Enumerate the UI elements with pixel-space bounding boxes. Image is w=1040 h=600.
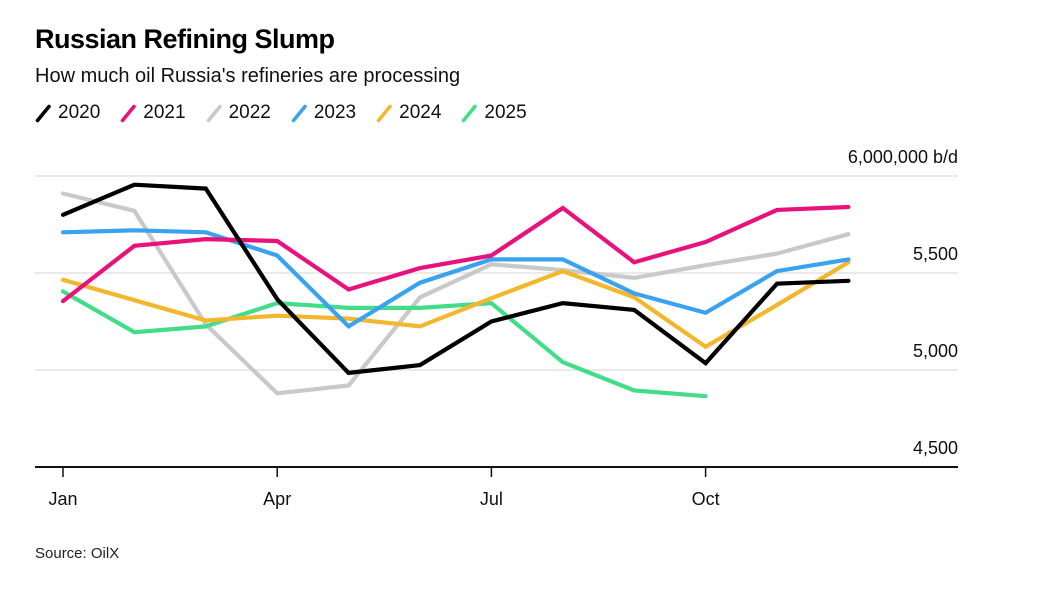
legend: 2020 2021 2022 2023 2024 2025 bbox=[35, 102, 547, 124]
legend-swatch-icon bbox=[35, 104, 51, 122]
chart-header: Russian Refining Slump How much oil Russ… bbox=[35, 24, 547, 124]
legend-label: 2022 bbox=[228, 102, 271, 123]
legend-swatch-icon bbox=[206, 104, 222, 122]
legend-label: 2023 bbox=[313, 102, 357, 123]
legend-item-2024: 2024 bbox=[376, 102, 441, 124]
chart-subtitle: How much oil Russia's refineries are pro… bbox=[35, 65, 461, 87]
series-line-2020 bbox=[60, 182, 851, 376]
legend-swatch-icon bbox=[120, 104, 137, 122]
y-axis-label: 4,500 bbox=[912, 438, 958, 458]
series-line-2021 bbox=[60, 204, 851, 304]
y-axis-label: 5,000 bbox=[912, 341, 958, 361]
legend-item-2021: 2021 bbox=[120, 102, 186, 124]
legend-swatch-icon bbox=[462, 104, 478, 122]
legend-swatch-icon bbox=[291, 104, 307, 122]
x-axis-label: Apr bbox=[263, 489, 292, 509]
legend-label: 2025 bbox=[484, 102, 527, 123]
x-axis-label: Oct bbox=[691, 489, 720, 509]
chart-title: Russian Refining Slump bbox=[35, 24, 335, 54]
source-note: Source: OilX bbox=[35, 545, 120, 562]
y-axis-label: 6,000,000 b/d bbox=[847, 147, 958, 167]
x-axis-label: Jul bbox=[479, 489, 503, 509]
legend-label: 2021 bbox=[143, 102, 186, 123]
x-axis-label: Jan bbox=[48, 489, 78, 509]
legend-label: 2024 bbox=[399, 102, 442, 123]
legend-item-2025: 2025 bbox=[461, 102, 527, 124]
legend-item-2023: 2023 bbox=[291, 102, 356, 124]
series-line-2025 bbox=[60, 289, 708, 399]
y-axis-label: 5,500 bbox=[912, 244, 958, 264]
series-line-2022 bbox=[60, 191, 851, 396]
legend-label: 2020 bbox=[58, 102, 101, 123]
legend-item-2022: 2022 bbox=[206, 102, 271, 124]
legend-swatch-icon bbox=[376, 104, 392, 122]
legend-item-2020: 2020 bbox=[35, 102, 100, 124]
series-line-2023 bbox=[60, 228, 851, 330]
series-line-2024 bbox=[60, 260, 851, 350]
